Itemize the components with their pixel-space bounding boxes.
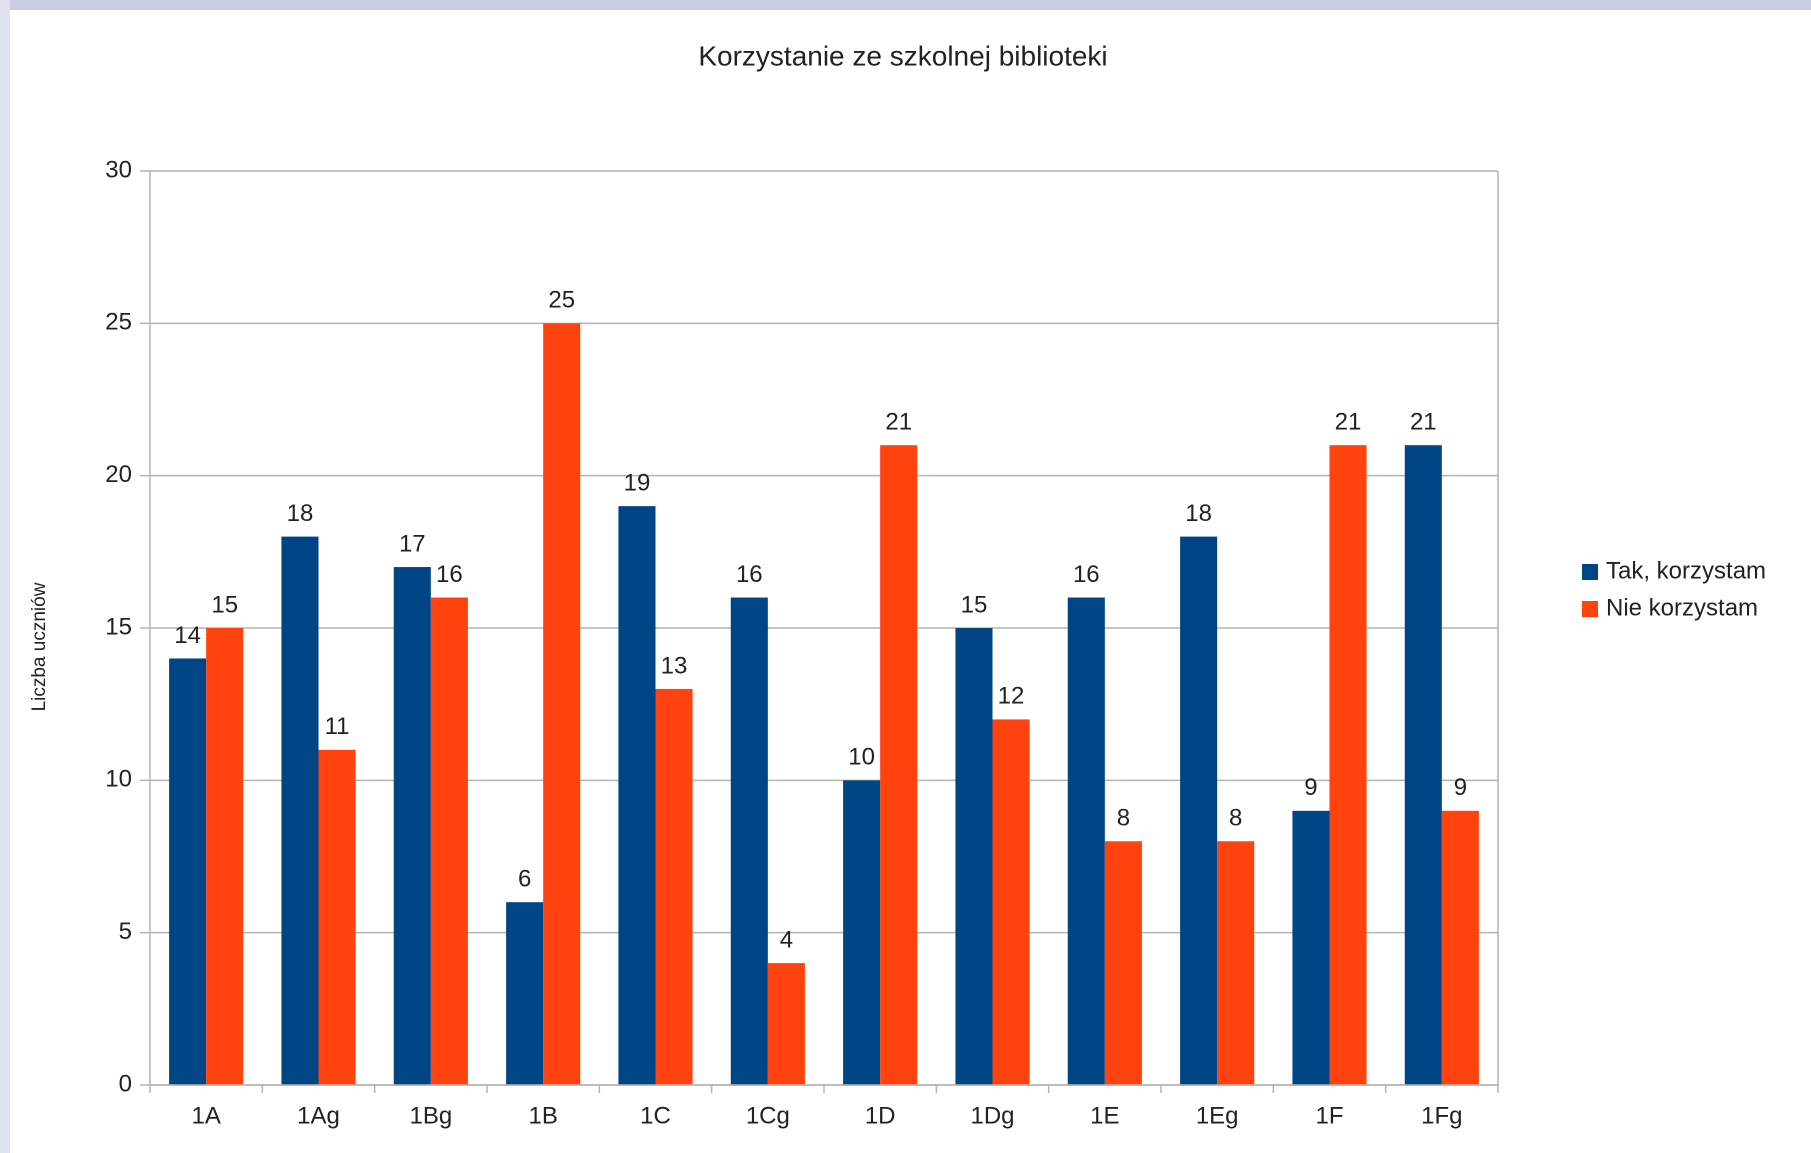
value-label: 18 [287,500,314,527]
value-label: 21 [1410,409,1437,436]
bar [206,628,244,1085]
value-label: 16 [436,561,463,588]
x-tick-label: 1Fg [1421,1102,1462,1129]
value-label: 9 [1304,774,1317,801]
bar [955,628,993,1085]
legend-swatch [1582,601,1598,617]
y-tick-label: 10 [105,766,132,793]
bar [1104,841,1142,1085]
bar [1329,445,1367,1085]
bar [318,749,356,1085]
legend-swatch [1582,564,1598,580]
value-label: 15 [211,591,238,618]
value-label: 14 [174,622,201,649]
bar [730,597,768,1085]
bar [1180,536,1218,1085]
bar [655,688,693,1085]
bar [506,902,544,1085]
bar [618,506,656,1086]
bar [1067,597,1105,1085]
x-tick-label: 1Cg [746,1102,790,1129]
value-label: 8 [1117,805,1130,832]
x-tick-label: 1D [865,1102,896,1129]
value-label: 21 [1335,409,1362,436]
value-label: 9 [1454,774,1467,801]
x-tick-label: 1C [640,1102,671,1129]
y-axis-label: Liczba uczniów [29,582,50,711]
y-tick-label: 25 [105,309,132,336]
x-tick-label: 1E [1090,1102,1119,1129]
bar [1292,810,1330,1085]
bar [393,567,431,1085]
y-tick-label: 5 [119,918,132,945]
value-label: 25 [548,287,575,314]
left-strip [0,0,10,1153]
y-tick-label: 20 [105,461,132,488]
bar [880,445,918,1085]
bar [843,780,881,1085]
bar [992,719,1030,1085]
bar [1404,445,1442,1085]
value-label: 8 [1229,805,1242,832]
bar [430,597,468,1085]
value-label: 11 [325,713,350,740]
value-label: 13 [661,652,688,679]
value-label: 21 [885,409,912,436]
bar [169,658,207,1085]
value-label: 12 [998,683,1025,710]
x-tick-label: 1B [528,1102,557,1129]
y-tick-label: 0 [119,1070,132,1097]
value-label: 17 [399,530,426,557]
value-label: 10 [848,744,875,771]
value-label: 19 [624,469,651,496]
x-tick-label: 1A [191,1102,220,1129]
x-tick-label: 1Dg [970,1102,1014,1129]
value-label: 16 [736,561,763,588]
bar [1441,810,1479,1085]
chart-title: Korzystanie ze szkolnej biblioteki [698,40,1107,71]
bar [281,536,319,1085]
legend-label: Tak, korzystam [1606,557,1766,584]
y-tick-label: 15 [105,613,132,640]
value-label: 15 [961,591,988,618]
bar [543,323,581,1085]
x-tick-label: 1Ag [297,1102,340,1129]
value-label: 6 [518,866,531,893]
x-tick-label: 1Bg [409,1102,452,1129]
value-label: 4 [780,926,793,953]
top-strip [0,0,1811,10]
x-tick-label: 1Eg [1196,1102,1239,1129]
x-tick-label: 1F [1315,1102,1343,1129]
value-label: 18 [1185,500,1212,527]
bar [767,963,805,1085]
y-tick-label: 30 [105,156,132,183]
value-label: 16 [1073,561,1100,588]
legend-label: Nie korzystam [1606,594,1758,621]
bar [1217,841,1255,1085]
